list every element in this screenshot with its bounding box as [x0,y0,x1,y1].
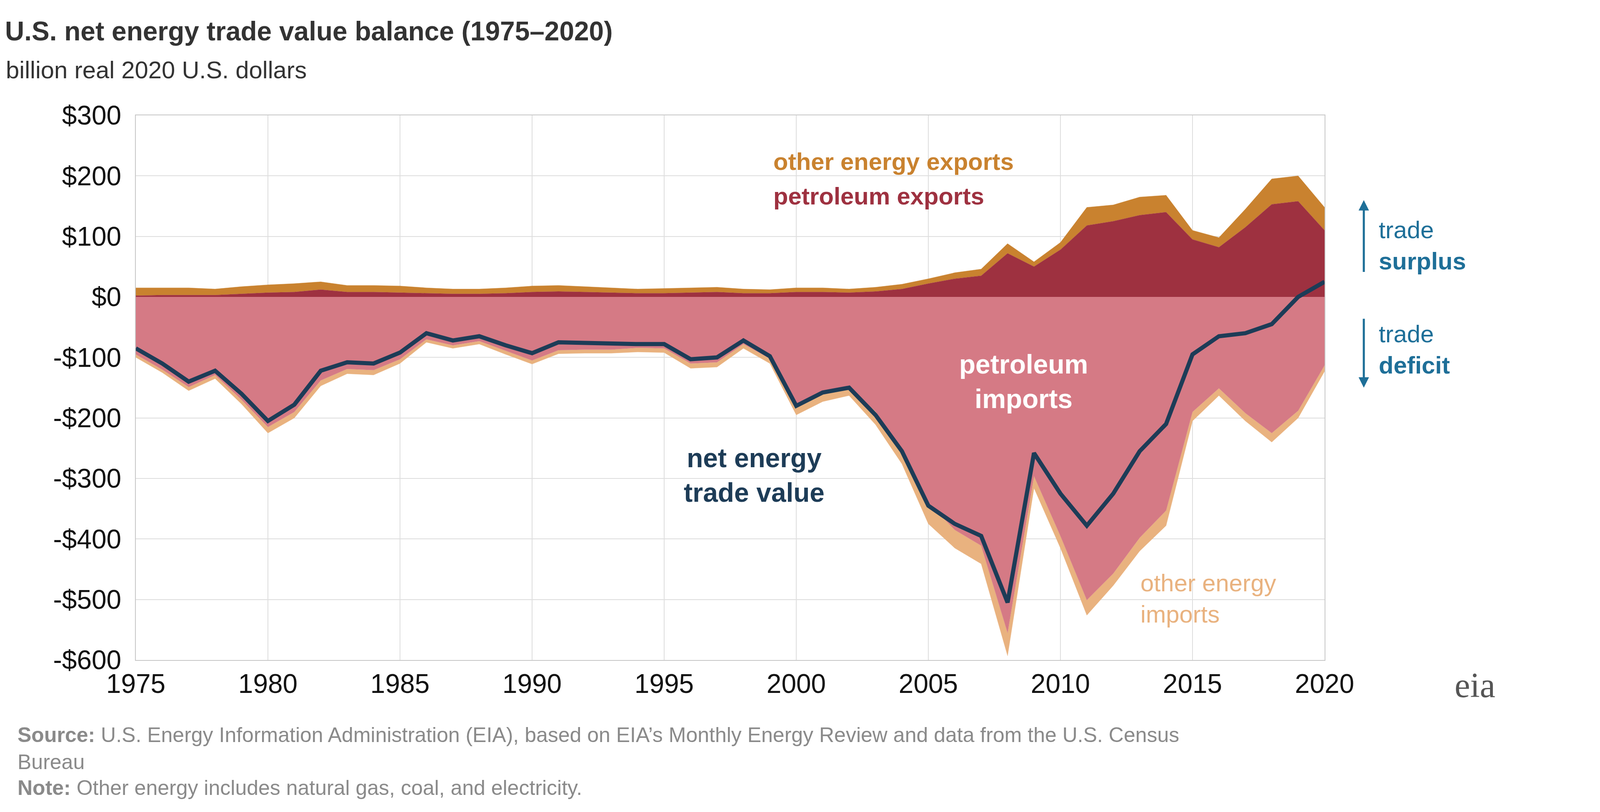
svg-text:Source: U.S. Energy Informatio: Source: U.S. Energy Information Administ… [17,723,1180,775]
svg-text:tradedeficit: tradedeficit [1378,320,1450,379]
svg-text:net energytrade value: net energytrade value [683,443,825,508]
svg-text:U.S. net energy trade value ba: U.S. net energy trade value balance (197… [5,16,613,47]
svg-text:other energyimports: other energyimports [1140,569,1277,628]
svg-text:tradesurplus: tradesurplus [1378,216,1467,275]
svg-text:other energy exports: other energy exports [773,147,1014,175]
svg-text:2000: 2000 [766,669,826,700]
svg-text:1985: 1985 [370,669,430,700]
svg-text:2005: 2005 [898,669,958,700]
svg-text:-$200: -$200 [53,403,122,434]
svg-text:1975: 1975 [106,669,166,700]
svg-text:1995: 1995 [634,669,694,700]
svg-text:$300: $300 [62,100,122,131]
svg-text:eia: eia [1454,666,1496,705]
svg-text:1990: 1990 [502,669,562,700]
svg-text:1980: 1980 [238,669,298,700]
svg-text:-$400: -$400 [53,524,122,555]
svg-text:petroleumimports: petroleumimports [959,349,1088,415]
svg-text:billion real 2020 U.S. dollars: billion real 2020 U.S. dollars [5,56,307,84]
svg-text:2015: 2015 [1162,669,1223,700]
svg-text:-$500: -$500 [53,585,122,615]
svg-text:-$600: -$600 [53,645,122,676]
svg-text:2020: 2020 [1295,669,1355,700]
svg-text:-$100: -$100 [53,342,122,373]
svg-text:-$300: -$300 [53,463,122,494]
svg-text:Note: Other energy includes na: Note: Other energy includes natural gas,… [17,776,583,800]
svg-text:2010: 2010 [1030,669,1090,700]
svg-text:$100: $100 [62,221,122,252]
svg-text:$0: $0 [91,282,122,313]
svg-text:petroleum exports: petroleum exports [773,182,985,210]
svg-text:$200: $200 [62,161,122,192]
